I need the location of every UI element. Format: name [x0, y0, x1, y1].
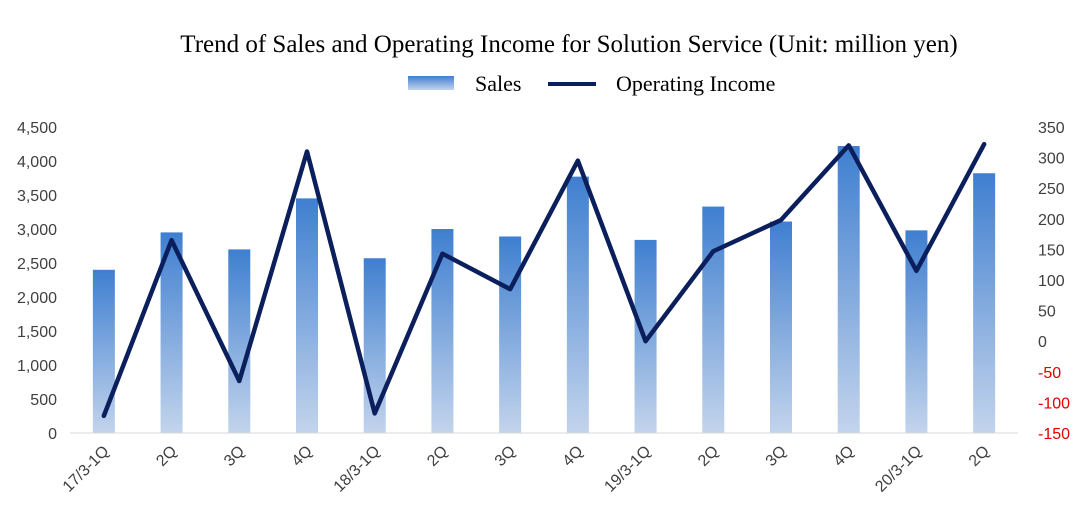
legend-sales-swatch	[408, 76, 454, 90]
x-axis-tick-label: 3Q	[763, 443, 790, 470]
left-axis-tick-label: 2,000	[17, 290, 57, 307]
left-axis-tick-label: 3,000	[17, 222, 57, 239]
x-axis-tick-label: 3Q	[221, 443, 248, 470]
right-axis-tick-label: 150	[1038, 242, 1065, 259]
left-axis-tick-label: 2,500	[17, 256, 57, 273]
right-axis-tick-label: 50	[1038, 304, 1056, 321]
sales-bar	[702, 206, 725, 433]
x-axis-tick-label: 2Q	[966, 443, 993, 470]
x-axis-tick-label: 18/3-1Q	[331, 443, 384, 496]
x-axis-tick-label: 2Q	[695, 443, 722, 470]
right-axis-tick-label: -100	[1038, 395, 1070, 412]
x-axis-tick-label: 20/3-1Q	[872, 443, 925, 496]
right-axis-tick-label: 200	[1038, 212, 1065, 229]
x-axis-tick-label: 17/3-1Q	[60, 443, 113, 496]
left-axis-tick-label: 0	[48, 426, 57, 443]
sales-bars	[92, 146, 996, 434]
right-axis-tick-label: 300	[1038, 151, 1065, 168]
sales-bar	[566, 176, 589, 433]
x-axis-tick-label: 4Q	[289, 443, 316, 470]
sales-bar	[296, 198, 318, 433]
right-axis-tick-label: 0	[1038, 334, 1047, 351]
x-axis-tick-label: 4Q	[560, 443, 587, 470]
x-axis: 17/3-1Q 2Q 3Q 4Q 18/3-1Q 2Q 3Q 4Q 19/3-1Q 2Q 3Q 4Q 2…	[60, 443, 993, 496]
right-axis-tick-label: 350	[1038, 120, 1065, 137]
legend-income-label: Operating Income	[616, 71, 775, 96]
operating-income-line	[101, 141, 987, 419]
x-axis-tick-label: 4Q	[830, 443, 857, 470]
x-axis-tick-label: 2Q	[153, 443, 180, 470]
sales-bar	[973, 173, 996, 434]
left-axis-tick-label: 3,500	[17, 188, 57, 205]
operating-income-series	[101, 141, 987, 419]
sales-bar	[770, 221, 792, 433]
sales-bar	[837, 146, 860, 434]
right-y-axis: -150 -100 -50 0 50 100 150 200 250 300 350	[1038, 120, 1070, 443]
sales-bar	[92, 269, 115, 433]
left-axis-tick-label: 500	[30, 392, 57, 409]
chart-title: Trend of Sales and Operating Income for …	[180, 31, 957, 58]
chart-legend: Sales Operating Income	[408, 71, 775, 96]
right-axis-tick-label: -50	[1038, 365, 1061, 382]
right-axis-tick-label: -150	[1038, 426, 1070, 443]
left-y-axis: 0 500 1,000 1,500 2,000 2,500 3,000 3,500 4,000 4…	[17, 120, 57, 443]
x-axis-tick-label: 3Q	[492, 443, 519, 470]
x-axis-tick-label: 2Q	[424, 443, 451, 470]
x-axis-tick-label: 19/3-1Q	[601, 443, 654, 496]
sales-bar	[499, 236, 522, 433]
left-axis-tick-label: 4,000	[17, 154, 57, 171]
left-axis-tick-label: 1,000	[17, 358, 57, 375]
sales-bar	[228, 249, 251, 433]
right-axis-tick-label: 250	[1038, 181, 1065, 198]
sales-bar	[431, 229, 454, 433]
left-axis-tick-label: 1,500	[17, 324, 57, 341]
right-axis-tick-label: 100	[1038, 273, 1065, 290]
legend-sales-label: Sales	[475, 71, 521, 96]
sales-bar	[905, 230, 928, 433]
left-axis-tick-label: 4,500	[17, 120, 57, 137]
sales-bar	[160, 232, 183, 433]
